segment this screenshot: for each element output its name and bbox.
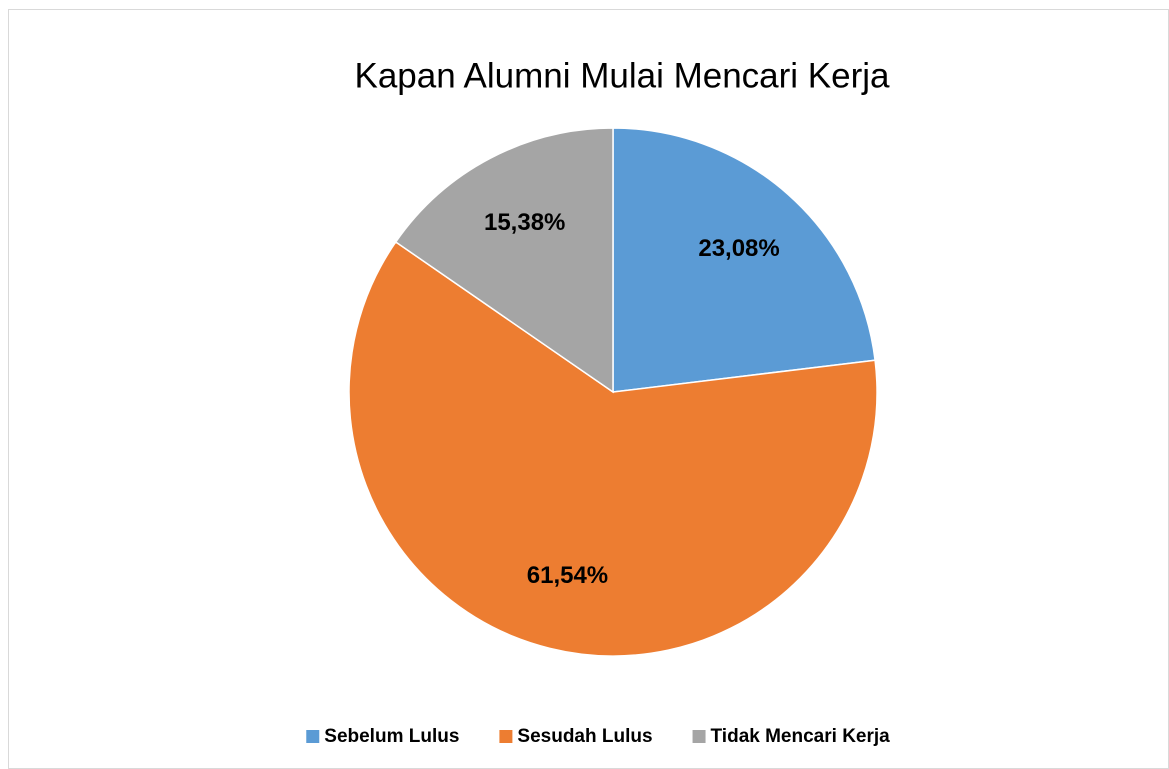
pie-slice	[348, 240, 878, 657]
legend-swatch	[306, 730, 320, 743]
legend-swatch	[499, 730, 513, 743]
pie-slice	[612, 127, 876, 393]
legend-swatch	[692, 730, 706, 743]
chart-title: Kapan Alumni Mulai Mencari Kerja	[355, 56, 891, 95]
pie-slice	[394, 127, 614, 394]
legend-label: Tidak Mencari Kerja	[711, 726, 891, 747]
data-label: 15,38%	[484, 209, 565, 236]
legend-label: Sesudah Lulus	[517, 726, 652, 747]
legend-label: Sebelum Lulus	[324, 726, 459, 747]
data-label: 61,54%	[527, 562, 608, 589]
data-label: 23,08%	[698, 235, 779, 262]
